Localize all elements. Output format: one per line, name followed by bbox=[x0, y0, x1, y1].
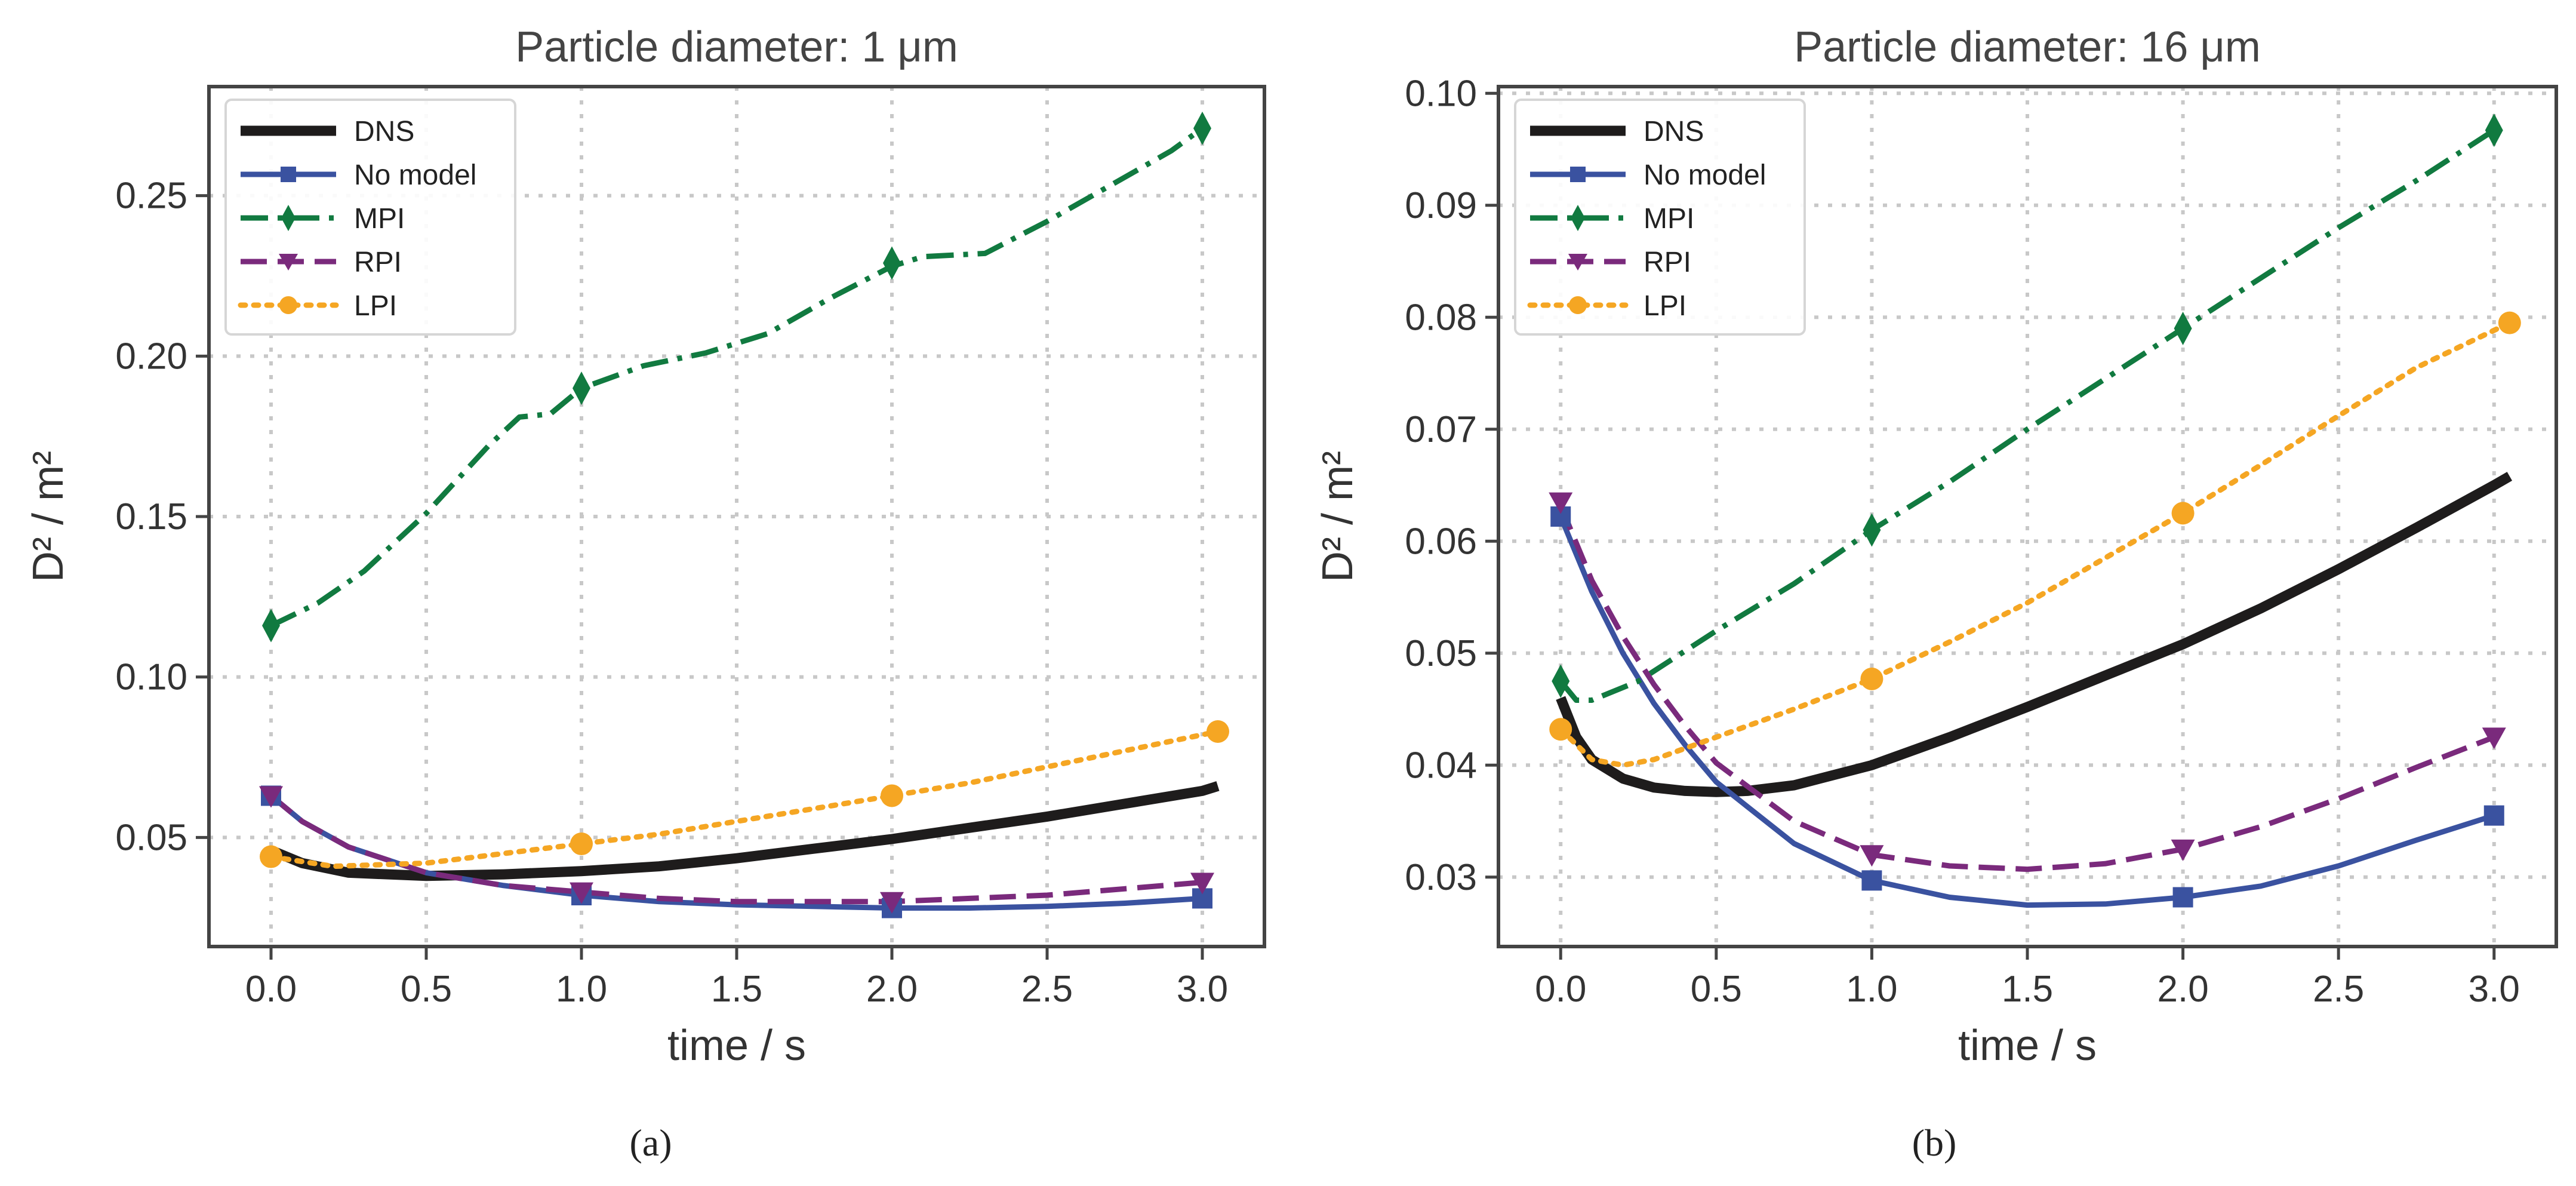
y-tick-label: 0.20 bbox=[115, 336, 187, 377]
series-line-mpi bbox=[1558, 128, 2496, 703]
legend-marker bbox=[281, 205, 296, 231]
y-tick-label: 0.10 bbox=[1405, 73, 1477, 114]
x-tick-label: 0.0 bbox=[1535, 969, 1586, 1010]
series-line-rpi bbox=[269, 794, 1203, 905]
legend-marker bbox=[281, 167, 296, 182]
legend-marker bbox=[279, 296, 297, 314]
y-tick-label: 0.06 bbox=[1405, 521, 1477, 562]
legend-marker bbox=[1569, 296, 1587, 314]
x-tick-label: 2.0 bbox=[866, 969, 918, 1010]
data-point-lpi bbox=[1860, 667, 1883, 690]
data-point-rpi bbox=[880, 892, 904, 914]
data-point-no-model bbox=[2483, 805, 2504, 826]
data-point-lpi bbox=[1549, 718, 1572, 741]
data-point-mpi bbox=[883, 246, 901, 280]
x-tick-label: 2.5 bbox=[2313, 969, 2364, 1010]
data-point-lpi bbox=[2171, 502, 2195, 525]
subfigure-caption: (b) bbox=[1912, 1122, 1957, 1164]
series-line-dns bbox=[269, 781, 1220, 881]
legend-label: RPI bbox=[354, 247, 402, 278]
x-axis-label: time / s bbox=[667, 1022, 806, 1070]
series-line-lpi bbox=[1558, 320, 2513, 768]
y-tick-label: 0.05 bbox=[1405, 633, 1477, 674]
x-tick-label: 1.5 bbox=[711, 969, 762, 1010]
data-point-mpi bbox=[2485, 113, 2503, 148]
y-tick-label: 0.04 bbox=[1405, 745, 1477, 786]
y-tick-label: 0.09 bbox=[1405, 185, 1477, 226]
x-tick-label: 3.0 bbox=[2469, 969, 2520, 1010]
data-point-rpi bbox=[259, 786, 283, 808]
legend-label: DNS bbox=[1644, 116, 1704, 148]
data-point-rpi bbox=[2482, 727, 2506, 749]
data-point-mpi bbox=[1552, 664, 1570, 698]
chart-title: Particle diameter: 16 μm bbox=[1794, 23, 2261, 71]
data-point-mpi bbox=[1193, 111, 1211, 145]
y-tick-label: 0.05 bbox=[115, 817, 187, 858]
legend-marker bbox=[1568, 254, 1587, 271]
y-tick-label: 0.15 bbox=[115, 496, 187, 537]
data-point-rpi bbox=[2171, 839, 2195, 861]
data-point-rpi bbox=[1860, 845, 1884, 867]
y-axis-label: D² / m² bbox=[24, 451, 72, 582]
legend-label: RPI bbox=[1644, 247, 1691, 278]
data-point-lpi bbox=[881, 784, 903, 807]
legend-marker bbox=[1570, 167, 1586, 182]
series-line-dns bbox=[1556, 472, 2513, 797]
data-point-rpi bbox=[1549, 492, 1573, 514]
legend-label: DNS bbox=[354, 116, 414, 148]
y-tick-label: 0.07 bbox=[1405, 409, 1477, 450]
panel-b: 0.0 0.5 1.0 1.5 2.0 2.5 3.0 0.03 0.04 0.05 0.06 0.0… bbox=[1314, 23, 2558, 1164]
legend: DNS No model MPI RPI LPI bbox=[224, 99, 516, 336]
legend-label: LPI bbox=[354, 290, 397, 322]
x-axis-label: time / s bbox=[1958, 1022, 2097, 1070]
plot-frame bbox=[207, 85, 1266, 948]
data-point-lpi bbox=[2498, 311, 2521, 334]
data-point-mpi bbox=[262, 609, 280, 643]
subfigure-caption: (a) bbox=[629, 1122, 672, 1164]
data-point-rpi bbox=[1190, 872, 1214, 895]
legend-box bbox=[224, 99, 516, 336]
panel-a: 0.0 0.5 1.0 1.5 2.0 2.5 3.0 0.05 0.10 0.15 0.20 0.2… bbox=[24, 23, 1266, 1164]
y-tick-label: 0.25 bbox=[115, 176, 187, 217]
series-line-rpi bbox=[1558, 504, 2495, 872]
y-tick-label: 0.08 bbox=[1405, 297, 1477, 338]
y-tick-label: 0.03 bbox=[1405, 857, 1477, 898]
chart-title: Particle diameter: 1 μm bbox=[515, 23, 958, 71]
x-tick-label: 2.5 bbox=[1021, 969, 1073, 1010]
legend-marker bbox=[279, 254, 298, 271]
y-tick-label: 0.10 bbox=[115, 657, 187, 698]
x-tick-label: 2.0 bbox=[2157, 969, 2208, 1010]
data-point-rpi bbox=[570, 882, 593, 904]
legend-label: LPI bbox=[1644, 290, 1686, 322]
x-tick-label: 1.0 bbox=[556, 969, 607, 1010]
y-axis-label: D² / m² bbox=[1314, 451, 1362, 582]
legend-label: No model bbox=[1644, 159, 1766, 191]
data-point-no-model bbox=[2172, 887, 2193, 908]
data-point-no-model bbox=[1861, 870, 1882, 891]
data-point-lpi bbox=[570, 832, 593, 856]
legend-box bbox=[1514, 99, 1806, 336]
x-tick-label: 3.0 bbox=[1177, 969, 1228, 1010]
x-tick-label: 1.5 bbox=[2002, 969, 2053, 1010]
x-tick-label: 0.5 bbox=[1691, 969, 1742, 1010]
series-line-mpi bbox=[270, 126, 1204, 628]
x-tick-label: 0.0 bbox=[245, 969, 297, 1010]
legend-label: No model bbox=[354, 159, 476, 191]
plot-frame bbox=[1497, 85, 2558, 948]
data-point-lpi bbox=[260, 845, 282, 868]
data-point-mpi bbox=[2174, 312, 2192, 345]
legend: DNS No model MPI RPI LPI bbox=[1514, 99, 1806, 336]
data-point-mpi bbox=[573, 371, 590, 405]
legend-marker bbox=[1571, 205, 1585, 231]
data-point-mpi bbox=[1863, 513, 1881, 547]
x-tick-label: 1.0 bbox=[1846, 969, 1897, 1010]
x-tick-label: 0.5 bbox=[401, 969, 452, 1010]
legend-label: MPI bbox=[1644, 203, 1694, 235]
legend-label: MPI bbox=[354, 203, 405, 235]
data-point-lpi bbox=[1207, 720, 1229, 743]
series-line-no-model bbox=[269, 794, 1203, 911]
series-line-lpi bbox=[268, 729, 1221, 869]
